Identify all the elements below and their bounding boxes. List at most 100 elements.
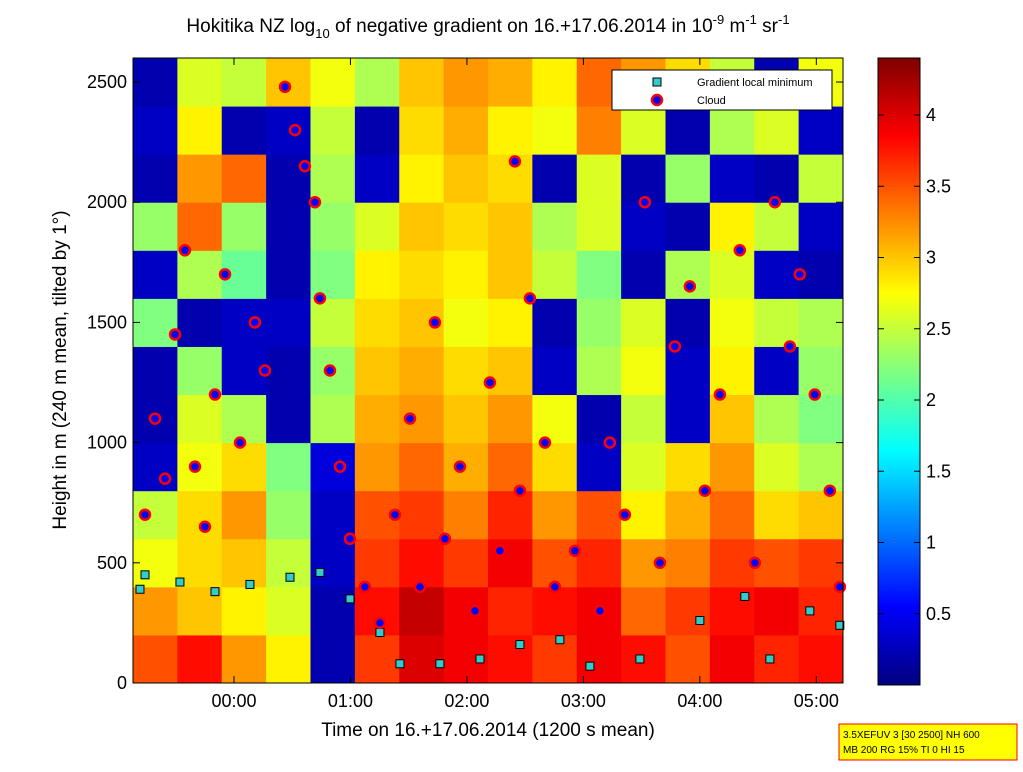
marker-circle — [698, 484, 712, 497]
heatmap-cell — [177, 250, 223, 299]
heatmap-cell — [798, 346, 844, 396]
x-tick-label: 03:00 — [561, 691, 606, 711]
heatmap-cell — [310, 298, 356, 347]
marker-circle — [313, 292, 327, 305]
heatmap-cell — [266, 250, 311, 299]
heatmap-cell — [443, 298, 489, 347]
heatmap-cell — [221, 58, 267, 107]
colorbar-tick-label: 2 — [926, 390, 936, 410]
marker-square — [285, 572, 295, 582]
heatmap-cell — [576, 202, 622, 251]
marker-circle — [748, 556, 762, 570]
marker-circle — [833, 580, 847, 594]
heatmap-cell — [621, 442, 666, 492]
x-tick-label: 05:00 — [794, 691, 839, 711]
heatmap-cell — [399, 250, 445, 299]
marker-circle — [568, 544, 582, 558]
heatmap-cell — [133, 250, 178, 299]
heatmap-cell — [488, 442, 533, 492]
heatmap-cell — [310, 58, 356, 107]
heatmap-cell — [177, 538, 223, 588]
heatmap-cell — [443, 154, 489, 203]
heatmap-cell — [177, 58, 223, 107]
heatmap-cell — [266, 442, 311, 492]
heatmap-cell — [665, 634, 711, 684]
heatmap-cell — [266, 586, 311, 636]
heatmap-cell — [266, 634, 311, 684]
marker-circle — [208, 388, 222, 401]
heatmap-cell — [133, 586, 178, 636]
marker-circle — [388, 508, 402, 521]
heatmap-cell — [532, 634, 578, 684]
colorbar — [877, 57, 921, 686]
heatmap-cell — [177, 106, 223, 155]
heatmap-cell — [443, 490, 489, 540]
heatmap-cell — [310, 442, 356, 492]
heatmap-cell — [665, 106, 711, 155]
heatmap-cell — [133, 106, 178, 155]
marker-square — [585, 661, 595, 671]
heatmap-cell — [177, 394, 223, 444]
heatmap-cell — [177, 634, 223, 684]
marker-square — [245, 579, 255, 589]
heatmap-cell — [754, 106, 800, 155]
heatmap-cell — [798, 394, 844, 444]
heatmap — [133, 58, 844, 684]
heatmap-cell — [354, 394, 400, 444]
heatmap-cell — [354, 538, 400, 588]
heatmap-cell — [266, 490, 311, 540]
heatmap-cell — [443, 394, 489, 444]
legend-label: Cloud — [697, 95, 726, 107]
marker-circle — [808, 388, 822, 401]
marker-square — [135, 584, 145, 594]
heatmap-cell — [532, 202, 578, 251]
heatmap-cell — [754, 634, 800, 684]
marker-square — [475, 654, 485, 664]
heatmap-cell — [221, 538, 267, 588]
heatmap-cell — [221, 490, 267, 540]
colorbar-tick-label: 4 — [926, 105, 936, 125]
marker-circle — [493, 544, 507, 558]
heatmap-cell — [798, 154, 844, 203]
heatmap-cell — [709, 202, 755, 251]
heatmap-cell — [443, 586, 489, 636]
marker-circle — [683, 280, 697, 293]
heatmap-cell — [488, 250, 533, 299]
marker-circle — [178, 244, 192, 257]
annotation: 3.5XEFUV 3 [30 2500] NH 600 MB 200 RG 15… — [838, 723, 1018, 761]
heatmap-cell — [532, 250, 578, 299]
heatmap-cell — [621, 250, 666, 299]
marker-circle — [288, 123, 302, 137]
heatmap-cell — [754, 298, 800, 347]
marker-square — [695, 616, 705, 625]
heatmap-cell — [266, 202, 311, 251]
title-part: m — [724, 16, 745, 37]
heatmap-cell — [665, 298, 711, 347]
heatmap-cell — [665, 442, 711, 492]
x-tick-label: 04:00 — [677, 691, 722, 711]
heatmap-cell — [310, 250, 356, 299]
heatmap-cell — [665, 538, 711, 588]
marker-circle — [188, 460, 202, 473]
heatmap-cell — [488, 634, 533, 684]
heatmap-cell — [798, 202, 844, 251]
heatmap-cell — [798, 634, 844, 684]
marker-square — [765, 654, 775, 664]
marker-circle — [538, 436, 552, 449]
heatmap-cell — [488, 586, 533, 636]
marker-square — [315, 567, 325, 577]
heatmap-cell — [443, 202, 489, 251]
marker-square — [635, 654, 645, 664]
annotation-line: 3.5XEFUV 3 [30 2500] NH 600 — [843, 730, 980, 741]
heatmap-cell — [443, 250, 489, 299]
heatmap-cell — [310, 490, 356, 540]
heatmap-cell — [621, 394, 666, 444]
heatmap-cell — [709, 490, 755, 540]
heatmap-cell — [709, 634, 755, 684]
y-tick-label: 500 — [97, 553, 127, 573]
title-part: of negative gradient on 16.+17.06.2014 i… — [330, 16, 713, 37]
colorbar-tick-label: 0.5 — [926, 604, 951, 624]
marker-square — [515, 640, 525, 650]
heatmap-cell — [354, 250, 400, 299]
marker-square — [210, 587, 220, 597]
